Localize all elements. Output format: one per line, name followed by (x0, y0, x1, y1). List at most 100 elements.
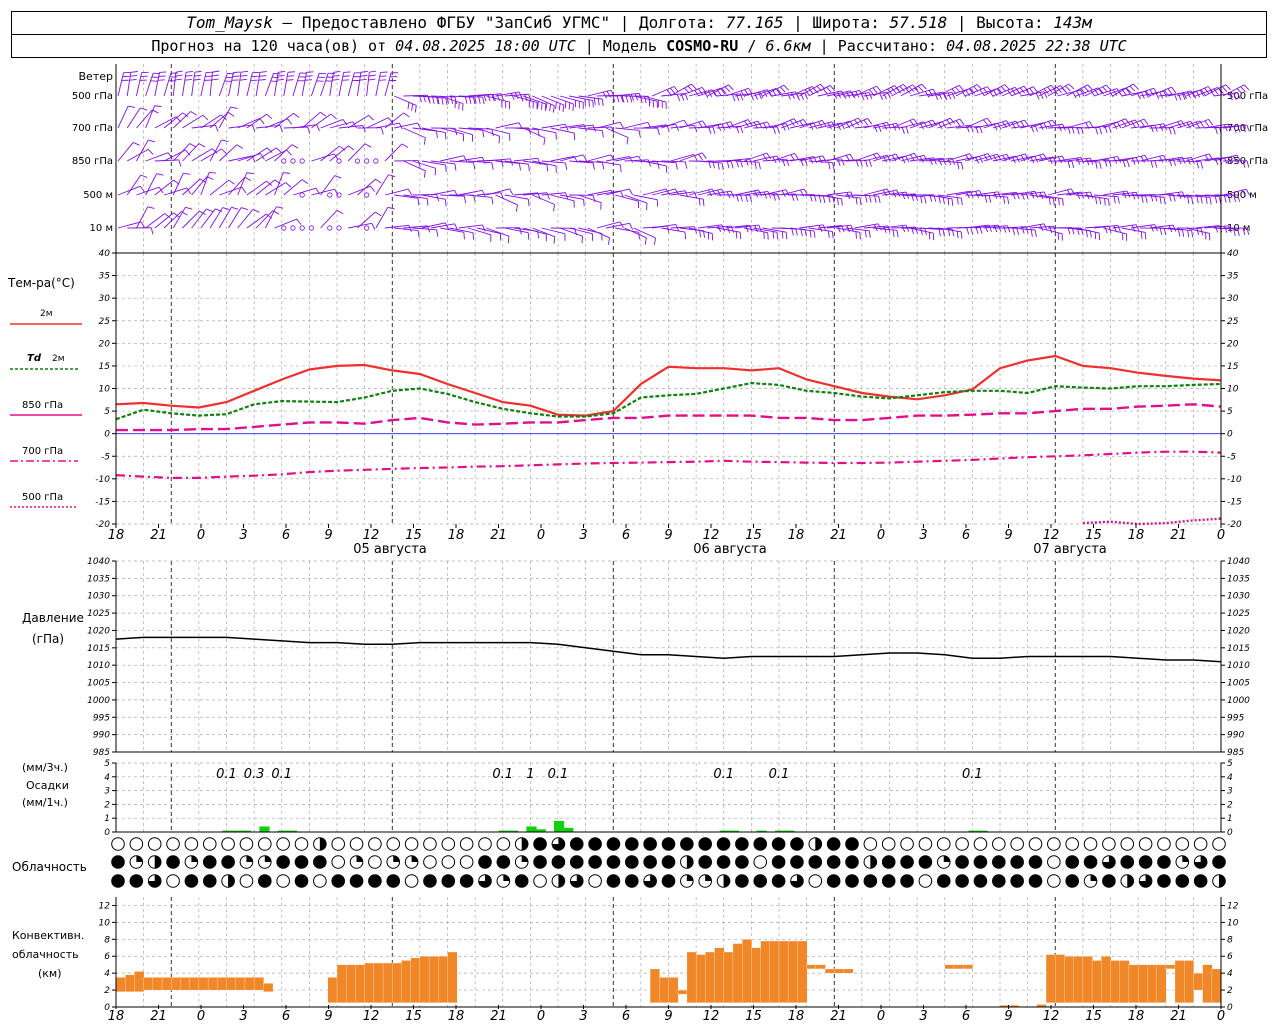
wind-barb-feather (287, 71, 295, 73)
cloud-cover-fill (588, 855, 602, 869)
wind-barb-feather (1242, 160, 1246, 168)
wind-barb-feather (859, 159, 863, 167)
x-tick-label: 21 (150, 1009, 167, 1024)
wind-barb (292, 124, 317, 129)
wind-barb-feather (1195, 90, 1201, 98)
wind-barb-feather (901, 225, 906, 233)
y-tick-label: 5 (104, 759, 110, 769)
conv-bar (1073, 956, 1084, 1003)
wind-barb-feather (183, 172, 191, 175)
wind-barb-feather (776, 232, 779, 240)
wind-barb-feather (868, 92, 873, 100)
wind-barb (652, 123, 676, 129)
precip-bar (554, 820, 565, 832)
cloud-cover-fill (735, 874, 749, 888)
wind-barb-feather (474, 96, 477, 104)
series-2м (115, 354, 1222, 417)
cloud-cover-symbol (313, 874, 327, 888)
wind-barb (136, 139, 149, 162)
cloud-cover-symbol (1047, 874, 1061, 888)
wind-barb-feather (620, 165, 622, 173)
x-tick-label: 21 (150, 528, 167, 543)
wind-barb-feather (1190, 121, 1195, 128)
provider: Предоставлено ФГБУ "ЗапСиб УГМС" (301, 13, 611, 32)
wind-barb-feather (628, 188, 634, 196)
alt-label: Высота: (976, 13, 1044, 32)
y-tick-label: 6 (1227, 952, 1233, 962)
wind-barb (550, 95, 574, 105)
wind-barb-feather (942, 196, 945, 204)
wind-barb-feather (1061, 87, 1068, 94)
wind-barb-feather (1224, 195, 1227, 203)
wind-barb-feather (901, 192, 906, 200)
conv-bar (143, 977, 154, 991)
wind-barb-feather (1030, 125, 1035, 133)
wind-barb-feather (293, 112, 300, 118)
wind-barb-feather (958, 85, 965, 91)
conv-label-1: Конвективн. (12, 929, 84, 942)
wind-barb-feather (164, 213, 171, 219)
precip-3h-label: 0.1 (216, 767, 237, 782)
wind-barb-feather (841, 198, 843, 206)
cloud-cover-symbol (368, 837, 382, 851)
wind-barb (136, 206, 149, 229)
cloud-cover-fill (111, 874, 125, 888)
wind-label: Ветер (79, 70, 113, 83)
wind-barb-feather (1011, 88, 1016, 95)
wind-barb-feather (860, 93, 865, 101)
wind-barb-feather (244, 176, 252, 181)
wind-barb-feather (698, 153, 703, 161)
wind-barb-feather (795, 228, 798, 236)
cloud-cover-fill (1029, 855, 1042, 869)
cloud-cover-symbol (166, 874, 180, 888)
wind-barb (504, 227, 529, 234)
cloud-cover-fill (845, 837, 859, 851)
cloud-cover-fill (356, 855, 363, 862)
wind-barb-feather (846, 91, 851, 99)
wind-barb-feather (1168, 127, 1172, 135)
cloud-cover-symbol (1010, 837, 1024, 851)
precip-3h-label: 0.1 (492, 767, 513, 782)
wind-barb-feather (185, 74, 193, 77)
wind-barb-feather (527, 199, 530, 207)
wind-barb-feather (1227, 156, 1232, 164)
wind-barb-feather (507, 236, 510, 244)
wind-barb-feather (1072, 91, 1077, 99)
wind-barb-feather (946, 119, 952, 126)
wind-barb (292, 187, 317, 196)
wind-barb-feather (139, 185, 145, 193)
wind-barb-feather (818, 225, 823, 232)
wind-barb (615, 127, 640, 131)
wind-barb (394, 194, 419, 199)
cloud-cover-symbol (166, 837, 180, 851)
wind-barb-feather (1076, 90, 1081, 98)
conv-bar (410, 957, 421, 1003)
calc-label: Рассчитано: (837, 37, 938, 55)
wind-barb-feather (307, 126, 311, 134)
wind-barb-feather (703, 91, 709, 99)
cloud-cover-symbol (496, 837, 511, 851)
alt-value: 143м (1053, 13, 1092, 32)
wind-barb (403, 225, 428, 229)
wind-barb-feather (647, 122, 652, 129)
precip-unit3: (мм/3ч.) (22, 761, 68, 774)
conv-bar (346, 964, 357, 1003)
cloud-cover-fill (919, 855, 932, 869)
wind-barb-feather (1000, 86, 1007, 92)
wind-barb-feather (708, 127, 712, 135)
wind-barb (541, 123, 566, 129)
cloud-cover-symbol (1157, 837, 1171, 851)
wind-barb (559, 194, 584, 200)
wind-barb (891, 152, 915, 162)
cloud-cover-fill (442, 874, 455, 888)
wind-barb-feather (1224, 225, 1228, 233)
wind-barb-feather (951, 198, 954, 206)
conv-bar (788, 940, 799, 1003)
wind-barb (532, 194, 555, 205)
wind-barb-feather (1130, 120, 1136, 128)
wind-barb (458, 189, 483, 196)
wind-barb (909, 227, 934, 234)
wind-barb-feather (1174, 93, 1178, 101)
wind-barb (421, 127, 446, 134)
wind-barb (780, 188, 805, 196)
